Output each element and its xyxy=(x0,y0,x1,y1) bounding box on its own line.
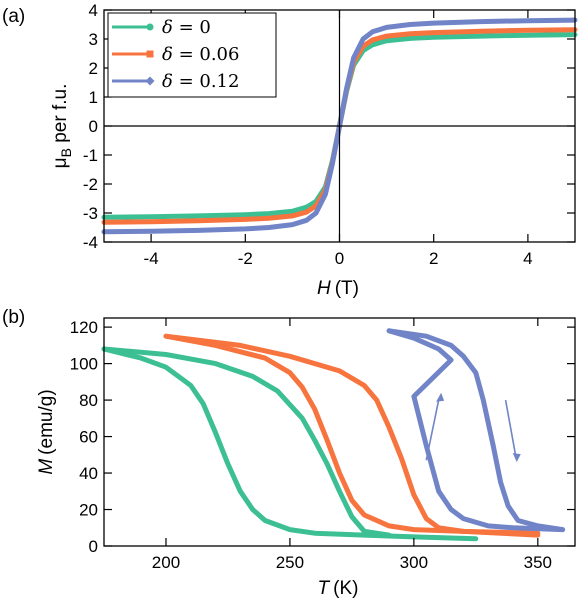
panel-a-y-tick-label: 4 xyxy=(89,1,98,20)
panel-b-y-ticks: 0 20 40 60 80 100 120 xyxy=(70,318,575,556)
panel-a-y-sub: B xyxy=(58,148,74,157)
panel-label-b: (b) xyxy=(2,307,25,328)
legend-marker-square xyxy=(146,50,154,58)
panel-a-y-main: μ xyxy=(50,157,71,168)
legend-label: δ = 0.12 xyxy=(162,71,239,92)
panel-a-y-rest: per f.u. xyxy=(50,84,71,148)
panel-a-zero-lines xyxy=(104,10,575,242)
panel-b-y-var: M xyxy=(36,459,57,475)
panel-a-y-tick-label: -4 xyxy=(83,233,98,252)
panel-a-x-tick-label: -4 xyxy=(144,249,159,268)
panel-b-x-tick-label: 300 xyxy=(400,553,428,572)
panel-b-y-tick-label: 100 xyxy=(70,355,98,374)
legend-marker-diamond xyxy=(145,76,155,86)
panel-b-frame xyxy=(103,317,576,547)
panel-b-y-tick-label: 0 xyxy=(89,537,98,556)
panel-b-arrowhead-up xyxy=(436,392,445,402)
panel-a-x-ticks: -4 -2 0 2 4 xyxy=(144,10,533,268)
panel-a-y-tick-label: 2 xyxy=(89,59,98,78)
panel-b-x-unit: (K) xyxy=(333,578,358,599)
panel-b-x-title: T (K) xyxy=(318,578,359,599)
panel-a-x-title: H (T) xyxy=(317,278,359,299)
panel-b-series-line xyxy=(386,328,566,533)
panel-a-x-tick-label: 4 xyxy=(523,249,532,268)
panel-b-arrowhead-down xyxy=(512,453,521,463)
panel-b-x-ticks: 200 250 300 350 xyxy=(152,318,552,572)
panel-b-x-tick-label: 200 xyxy=(152,553,180,572)
panel-b-x-tick-label: 350 xyxy=(524,553,552,572)
panel-b-y-title: M (emu/g) xyxy=(36,389,57,474)
panel-b-curves xyxy=(101,328,566,542)
legend-label: δ = 0.06 xyxy=(162,44,239,65)
panel-a-x-tick-label: -2 xyxy=(238,249,253,268)
panel-a-y-tick-label: 1 xyxy=(89,88,98,107)
panel-b-y-tick-label: 40 xyxy=(79,464,98,483)
panel-b-arrow-up xyxy=(425,399,440,461)
panel-b-y-tick-label: 60 xyxy=(79,428,98,447)
panel-a-y-ticks: -4 -3 -2 -1 0 1 2 3 4 xyxy=(83,1,575,252)
panel-a-x-unit: (T) xyxy=(335,278,359,299)
legend-marker-circle xyxy=(146,23,154,31)
panel-b-x-tick-label: 250 xyxy=(276,553,304,572)
legend-label: δ = 0 xyxy=(162,17,211,38)
panel-b-series-line xyxy=(163,333,541,538)
panel-a-y-tick-label: -1 xyxy=(83,146,98,165)
panel-b-series-line xyxy=(101,346,392,538)
panel-a-y-tick-label: -2 xyxy=(83,175,98,194)
panel-b-x-var: T xyxy=(318,578,331,599)
panel-a-legend: δ = 0 δ = 0.06 δ = 0.12 xyxy=(107,12,277,98)
panel-b-series-line xyxy=(386,328,566,533)
panel-a-y-title: μB per f.u. xyxy=(50,84,74,169)
panel-b-series-line xyxy=(163,333,541,536)
panel-a-x-tick-label: 2 xyxy=(429,249,438,268)
panel-label-a: (a) xyxy=(2,6,25,27)
panel-b-y-unit: (emu/g) xyxy=(36,389,57,454)
panel-b: 200 250 300 350 0 20 40 60 80 100 120 T (K) M (emu/… xyxy=(36,317,576,599)
panel-a-x-var: H xyxy=(317,278,331,299)
panel-b-series-line xyxy=(101,346,479,542)
panel-b-arrows xyxy=(425,392,521,463)
panel-b-y-tick-label: 20 xyxy=(79,501,98,520)
panel-b-y-tick-label: 80 xyxy=(79,391,98,410)
panel-a-y-tick-label: 3 xyxy=(89,30,98,49)
panel-a-y-tick-label: 0 xyxy=(89,117,98,136)
panel-b-y-tick-label: 120 xyxy=(70,318,98,337)
panel-a-y-tick-label: -3 xyxy=(83,204,98,223)
panel-a-x-tick-label: 0 xyxy=(335,249,344,268)
panel-b-arrow-down xyxy=(504,399,517,455)
